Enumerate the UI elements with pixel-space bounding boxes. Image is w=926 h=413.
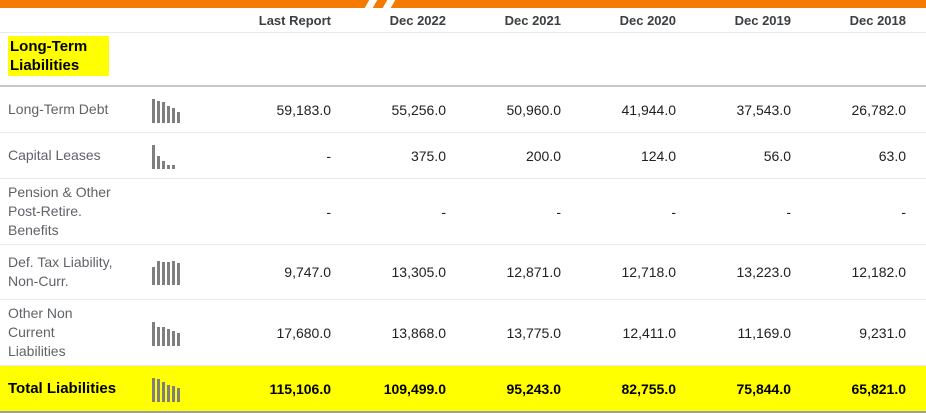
column-header-dec-2020: Dec 2020 — [619, 12, 676, 28]
value-cell: 9,747.0 — [284, 264, 331, 280]
value-cell: 11,169.0 — [737, 324, 791, 341]
value-cell: - — [786, 203, 791, 220]
value-cell: 12,182.0 — [851, 264, 907, 280]
value-cell: 41,944.0 — [621, 101, 677, 118]
diagonal-stripe-decoration — [364, 0, 378, 8]
total-value-cell: 115,106.0 — [269, 380, 331, 397]
column-header-dec-2022: Dec 2022 — [389, 12, 446, 28]
value-cell: - — [441, 203, 446, 220]
value-cell: - — [556, 203, 561, 220]
row-label: Pension & Other Post-Retire. Benefits — [8, 184, 111, 238]
value-cell: 56.0 — [763, 147, 791, 164]
value-cell: 13,868.0 — [391, 324, 447, 341]
column-header-last-report: Last Report — [258, 12, 331, 28]
value-cell: 124.0 — [640, 147, 676, 164]
total-value-cell: 75,844.0 — [736, 380, 792, 397]
column-header-row: Last Report Dec 2022 Dec 2021 Dec 2020 D… — [0, 8, 926, 32]
sparkline-chart — [152, 143, 175, 169]
section-header-row: Long-Term Liabilities — [0, 32, 926, 87]
total-value-cell: 95,243.0 — [506, 380, 562, 397]
sparkline-chart — [152, 376, 180, 402]
value-cell: 13,775.0 — [506, 324, 562, 341]
value-cell: 55,256.0 — [391, 101, 447, 118]
value-cell: 12,871.0 — [506, 264, 562, 280]
value-cell: 63.0 — [878, 147, 906, 164]
value-cell: 12,411.0 — [622, 324, 676, 341]
total-value-cell: 65,821.0 — [851, 380, 907, 397]
value-cell: 26,782.0 — [851, 101, 907, 118]
value-cell: - — [326, 203, 331, 220]
top-accent-bar — [0, 0, 926, 8]
value-cell: 13,305.0 — [391, 264, 447, 280]
column-header-dec-2019: Dec 2019 — [734, 12, 791, 28]
table-row-long-term-debt: Long-Term Debt 59,183.0 55,256.0 50,960.… — [0, 87, 926, 133]
table-row-total-liabilities: Total Liabilities 115,106.0 109,499.0 95… — [0, 366, 926, 411]
column-header-dec-2018: Dec 2018 — [849, 12, 906, 28]
row-label: Def. Tax Liability, Non-Curr. — [8, 254, 113, 289]
value-cell: - — [671, 203, 676, 220]
value-cell: 59,183.0 — [276, 101, 332, 118]
row-label: Other Non Current Liabilities — [8, 305, 73, 359]
value-cell: 12,718.0 — [621, 264, 677, 280]
value-cell: - — [901, 203, 906, 220]
total-value-cell: 82,755.0 — [621, 380, 677, 397]
section-title: Long-Term Liabilities — [8, 36, 110, 76]
table-row-capital-leases: Capital Leases - 375.0 200.0 124.0 56.0 … — [0, 133, 926, 179]
sparkline-chart — [152, 259, 180, 285]
value-cell: 37,543.0 — [736, 101, 792, 118]
value-cell: 13,223.0 — [736, 264, 792, 280]
value-cell: 17,680.0 — [276, 324, 332, 341]
row-label: Long-Term Debt — [8, 101, 109, 117]
value-cell: - — [326, 147, 331, 164]
row-label: Capital Leases — [8, 147, 101, 163]
diagonal-stripe-decoration — [382, 0, 396, 8]
table-row-pension-benefits: Pension & Other Post-Retire. Benefits - … — [0, 179, 926, 245]
value-cell: 9,231.0 — [859, 324, 906, 341]
column-header-dec-2021: Dec 2021 — [504, 12, 561, 28]
sparkline-chart — [152, 320, 180, 346]
table-row-deferred-tax-liability: Def. Tax Liability, Non-Curr. 9,747.0 13… — [0, 245, 926, 300]
total-row-label: Total Liabilities — [8, 380, 117, 397]
total-value-cell: 109,499.0 — [383, 380, 446, 397]
value-cell: 375.0 — [410, 147, 446, 164]
value-cell: 200.0 — [525, 147, 561, 164]
table-row-other-non-current-liabilities: Other Non Current Liabilities 17,680.0 1… — [0, 300, 926, 366]
value-cell: 50,960.0 — [506, 101, 562, 118]
sparkline-chart — [152, 97, 180, 123]
